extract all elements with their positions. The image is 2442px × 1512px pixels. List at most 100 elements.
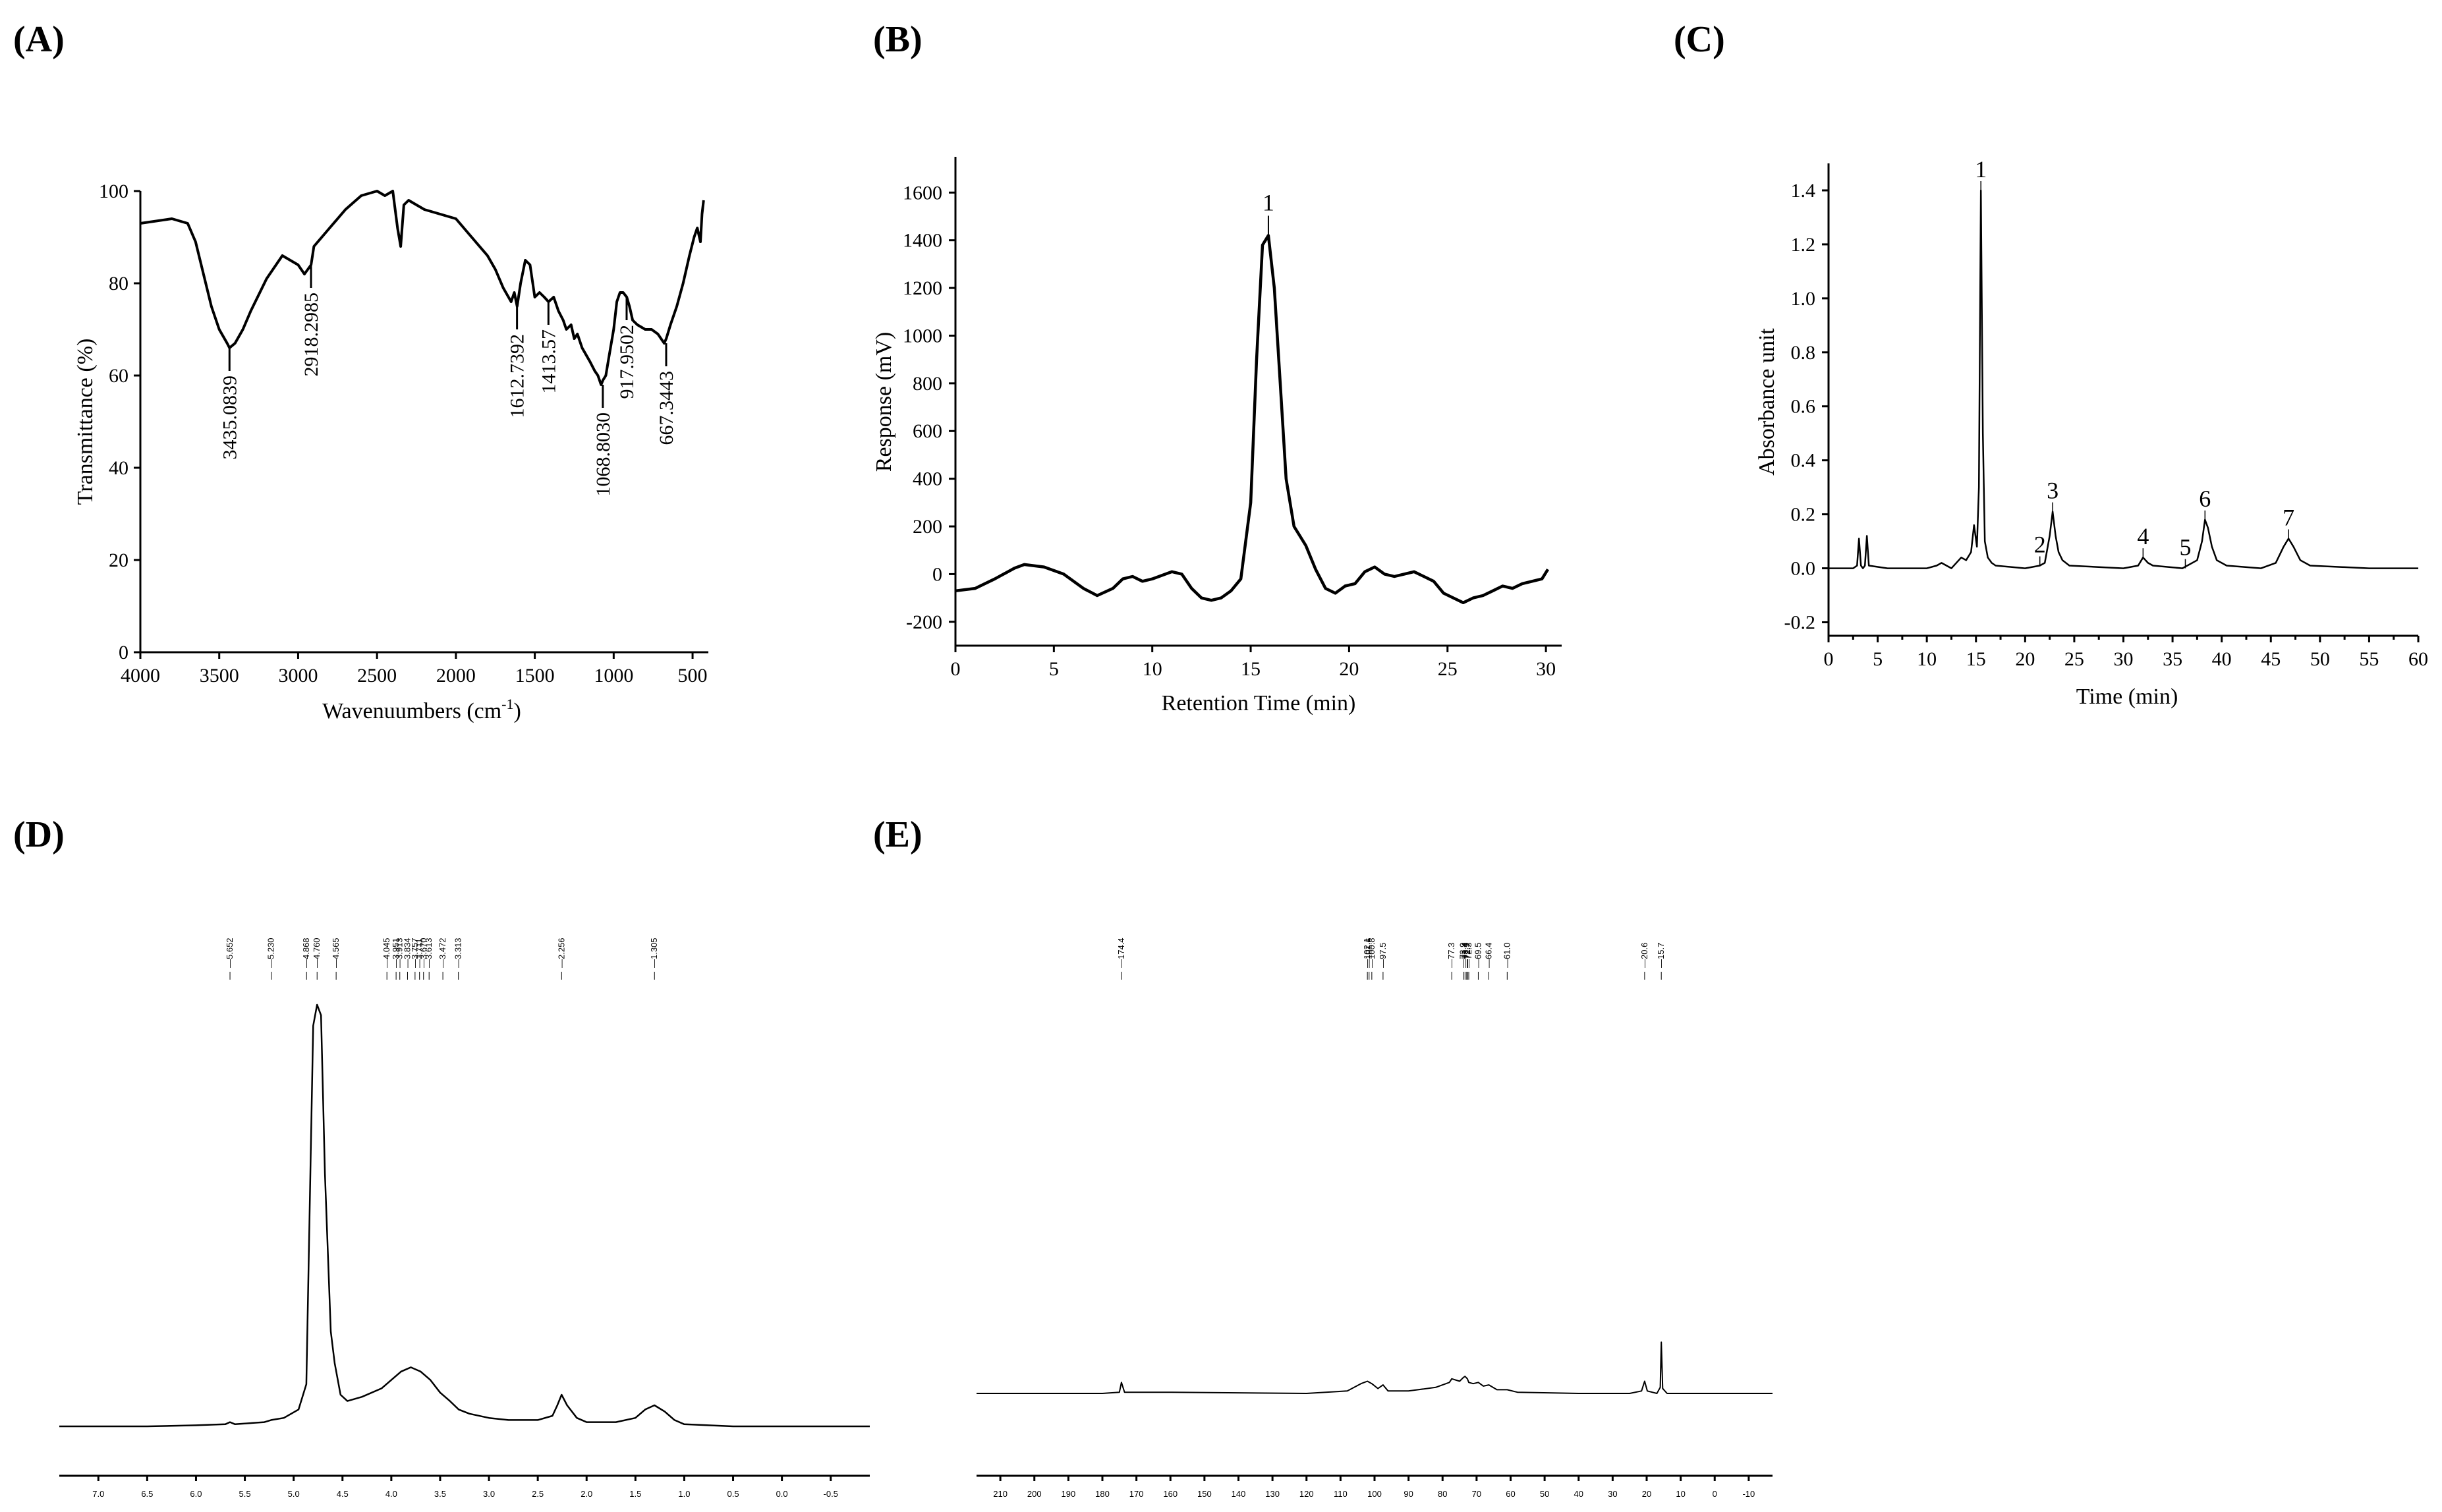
chart-c-xtick-label: 30 [2114,648,2134,670]
chart-e-xtick-label: 20 [1642,1489,1651,1499]
chart-e-xtick-label: 50 [1540,1489,1549,1499]
chart-d-peak-label: —3.670 [418,938,428,968]
chart-d-xtick-label: -0.5 [824,1489,838,1499]
chart-b-ylabel: Response (mV) [872,332,896,472]
chart-a-xlabel: Wavenuumbers (cm-1) [322,696,521,723]
chart-b-xtick-label: 20 [1339,658,1359,680]
chart-e-peak-label: —72.3 [1463,943,1473,968]
chart-c-series-line [1829,189,2418,569]
chart-e-xtick-label: 60 [1506,1489,1515,1499]
chart-a-annotation: 667.3443 [656,371,677,445]
chart-e-peak-label: —102.1 [1362,938,1372,968]
chart-d-peak-label: —5.230 [266,938,276,968]
chart-c-annotation: 1 [1975,156,1987,182]
chart-b-ytick-label: 1200 [903,277,942,299]
chart-d-xtick-label: 2.0 [581,1489,592,1499]
chart-e-peak-label: —97.5 [1378,943,1388,968]
chart-b-ytick-label: 400 [913,468,942,490]
chart-e-xtick-label: 190 [1062,1489,1076,1499]
chart-e-xtick-label: 100 [1367,1489,1382,1499]
chart-e-xtick-label: 110 [1334,1489,1348,1499]
chart-d-xtick-label: 6.5 [141,1489,153,1499]
chart-d-xtick-label: 6.0 [190,1489,202,1499]
c-nmr-spectrum-chart: —174.4 —102.1—101.6—100.8 —97.5 —77.3 —73.9—… [977,938,1773,1499]
chart-d-xtick-label: 3.0 [483,1489,495,1499]
chart-e-series-line [977,1341,1773,1394]
chart-b-ytick-label: 200 [913,516,942,538]
chart-c-ytick-label: 1.0 [1791,288,1816,310]
chart-e-peak-label: —101.6 [1364,938,1374,968]
chart-d-peak-label: —3.711 [414,938,424,968]
chart-d-peak-label: —3.757 [410,938,420,968]
chart-b-ytick-label: 0 [932,563,942,585]
chart-a-xlabel-text: Wavenuumbers (cm [322,699,501,723]
chart-c-xtick-label: 15 [1966,648,1986,670]
chart-d-xtick-label: 7.0 [92,1489,104,1499]
chart-c-xtick-label: 25 [2064,648,2084,670]
chart-a-annotation: 917.9502 [616,325,638,399]
chart-a-annotation: 1413.57 [538,329,559,394]
chart-d-peak-label: —4.760 [312,938,322,968]
chart-e-peak-label: —66.4 [1483,943,1493,968]
chart-e-xtick-label: 40 [1574,1489,1583,1499]
chart-c-xtick-label: 60 [2408,648,2428,670]
chart-c-xlabel: Time (min) [2076,685,2178,709]
chart-e-peak-label: —73.9 [1458,943,1468,968]
chart-e-xtick-label: 70 [1472,1489,1481,1499]
chart-b-xtick-label: 15 [1241,658,1261,680]
chart-d-xtick-label: 2.5 [532,1489,544,1499]
chart-e-xtick-label: 0 [1713,1489,1717,1499]
chart-b-ytick-label: 1600 [903,182,942,204]
chart-e-peak-label: —15.7 [1656,943,1666,968]
chart-c-annotation: 3 [2047,478,2059,504]
chart-c-ytick-label: -0.2 [1784,612,1816,634]
chart-c-ytick-label: 1.2 [1791,234,1816,256]
chart-e-xtick-label: 160 [1163,1489,1178,1499]
ir-spectrum-chart: 4000 3500 3000 2500 2000 1500 1000 500 0 20 40 60 80… [73,181,708,723]
chart-e-peak-label: —100.8 [1367,938,1377,968]
chart-a-ytick-label: 80 [109,273,128,294]
chart-a-annotation: 1068.8030 [592,412,614,497]
chart-a-annotation: 2918.2985 [300,293,322,377]
chart-a-annotation: 1612.7392 [507,334,528,418]
chart-c-xtick-label: 55 [2359,648,2379,670]
chart-e-peak-label: —69.5 [1473,943,1483,968]
chart-d-series-line [59,1003,870,1428]
chart-e-xtick-label: 30 [1608,1489,1617,1499]
chart-c-xtick-label: 40 [2212,648,2232,670]
chart-b-ytick-label: 1400 [903,230,942,252]
chart-c-annotation: 5 [2179,534,2191,561]
chart-d-peak-label: —4.868 [301,938,311,968]
chart-a-annotation: 3435.0839 [219,376,241,460]
chart-b-frame [954,157,1562,647]
chart-c-annotation: 7 [2283,505,2294,531]
chart-c-xtick-label: 5 [1873,648,1883,670]
chart-d-xtick-label: 0.0 [776,1489,788,1499]
chart-b-ytick-label: -200 [906,611,942,633]
chart-e-xtick-label: 210 [993,1489,1008,1499]
chart-d-peak-label: —2.256 [556,938,566,968]
chart-e-xtick-label: 140 [1232,1489,1246,1499]
chart-d-peak-label: —4.565 [331,938,341,968]
chart-b-annotation: 1 [1263,189,1274,215]
chart-a-xtick-label: 1000 [594,665,633,686]
chart-a-xlabel-sup: -1 [501,696,513,712]
chart-e-peak-label: —73.4 [1460,943,1469,968]
chart-c-ytick-label: 0.4 [1791,450,1816,472]
chart-c-ytick-label: 0.8 [1791,342,1816,364]
chart-d-peak-label: —3.313 [453,938,463,968]
chart-d-peak-label: —3.951 [391,938,401,968]
gpc-chromatogram-chart: 0 5 10 15 20 25 30 -200 0 200 400 600 800 1000 1200 140… [872,157,1562,715]
chart-a-xtick-label: 500 [678,665,708,686]
chart-c-xtick-label: 50 [2310,648,2330,670]
chart-a-ytick-label: 40 [109,457,128,479]
chart-e-peak-label: —174.4 [1116,938,1126,968]
chart-e-xtick-label: 120 [1299,1489,1314,1499]
chart-e-xtick-label: 130 [1265,1489,1280,1499]
chart-a-ytick-label: 100 [99,181,128,202]
chart-a-xtick-label: 3500 [200,665,239,686]
chart-d-peak-label: —4.045 [382,938,391,968]
chart-d-xtick-label: 5.0 [288,1489,300,1499]
chart-e-peak-label: —72.7 [1462,943,1472,968]
